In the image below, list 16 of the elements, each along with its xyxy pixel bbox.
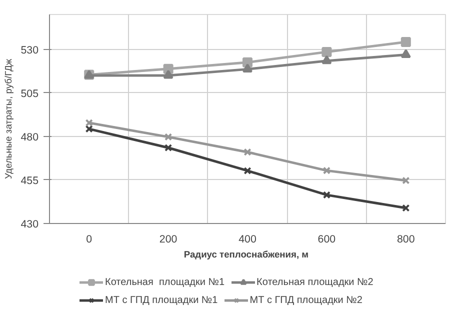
legend-label: Котельная площадки №1 — [105, 276, 225, 288]
legend-label: МТ с ГПД площадки №1 — [105, 294, 218, 306]
legend-label: Котельная площадки №2 — [256, 276, 374, 288]
x-tick-label: 200 — [159, 234, 178, 246]
x-tick-label: 800 — [397, 234, 415, 246]
x-axis-title: Радиус теплоснабжения, м — [184, 250, 309, 260]
y-tick-label: 480 — [20, 131, 39, 144]
x-tick-label: 600 — [318, 234, 336, 246]
x-tick-label: 0 — [86, 234, 92, 246]
legend-label: МТ с ГПД площадки №2 — [250, 294, 362, 306]
y-tick-label: 455 — [20, 174, 39, 187]
y-axis-title: Удельные затраты, руб/ГДж — [4, 58, 14, 180]
y-tick-label: 430 — [20, 218, 39, 230]
y-tick-label: 530 — [20, 44, 39, 56]
x-tick-label: 400 — [238, 234, 256, 246]
y-tick-label: 505 — [20, 88, 39, 100]
